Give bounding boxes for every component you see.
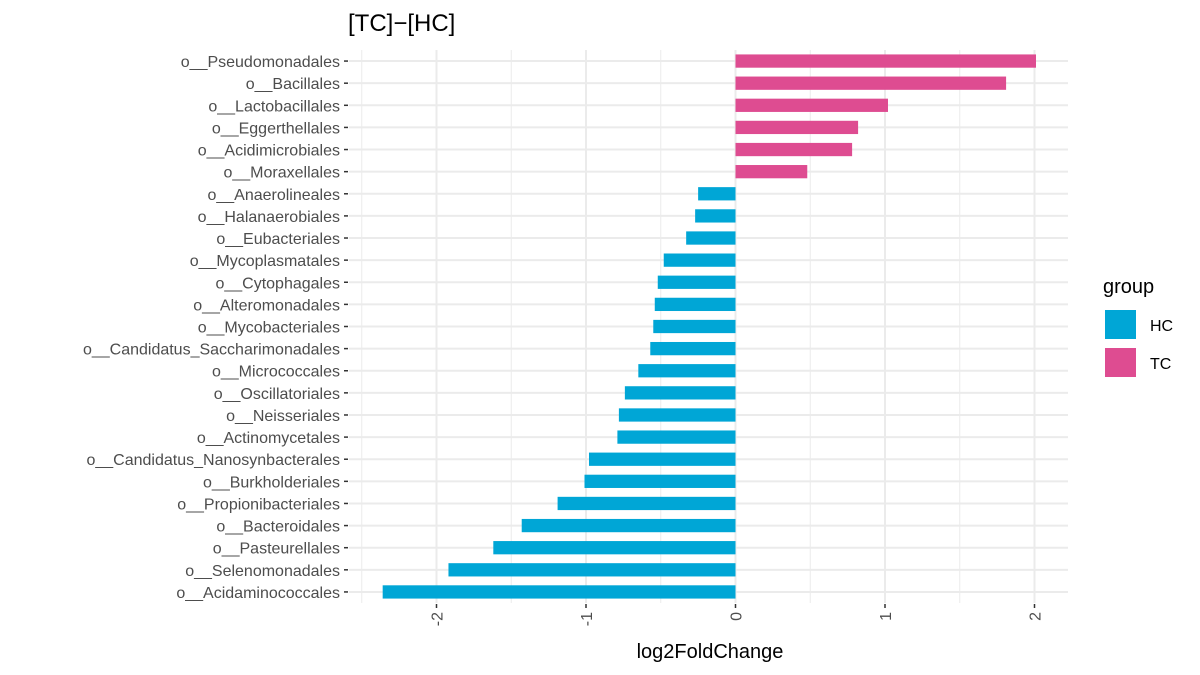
y-tick-label: o__Acidimicrobiales	[198, 143, 340, 160]
bar-o__Candidatus_Nanosynbacterales	[588, 452, 736, 466]
y-tick-label: o__Mycoplasmatales	[190, 253, 340, 270]
y-tick-label: o__Candidatus_Nanosynbacterales	[86, 452, 340, 469]
y-tick-label: o__Bacteroidales	[216, 519, 340, 536]
bar-o__Halanaerobiales	[695, 209, 736, 223]
bar-o__Bacillales	[735, 76, 1007, 90]
y-tick-label: o__Oscillatoriales	[214, 386, 340, 403]
y-tick-label: o__Selenomonadales	[185, 563, 340, 580]
bar-o__Mycobacteriales	[653, 319, 736, 334]
y-tick-label: o__Actinomycetales	[197, 430, 340, 447]
y-tick-label: o__Lactobacillales	[208, 98, 340, 115]
bar-o__Cytophagales	[657, 275, 736, 289]
bar-o__Moraxellales	[735, 165, 808, 179]
y-tick-label: o__Alteromonadales	[193, 297, 340, 314]
bar-o__Acidaminococcales	[382, 585, 736, 599]
legend-label: TC	[1150, 356, 1171, 373]
bar-o__Lactobacillales	[735, 98, 888, 112]
bar-o__Oscillatoriales	[624, 386, 736, 400]
legend-key-HC	[1105, 310, 1136, 339]
bar-o__Anaerolineales	[698, 187, 736, 201]
x-tick-label: 0	[729, 612, 746, 621]
y-tick-label: o__Acidaminococcales	[176, 585, 340, 602]
y-tick-label: o__Bacillales	[246, 76, 340, 93]
bar-o__Pasteurellales	[493, 541, 736, 555]
bar-o__Micrococcales	[638, 364, 736, 378]
bars	[382, 54, 1036, 599]
x-tick-label: 1	[878, 612, 895, 621]
y-tick-label: o__Pseudomonadales	[181, 54, 340, 71]
legend-label: HC	[1150, 318, 1173, 335]
bar-o__Eubacteriales	[686, 231, 736, 245]
bar-o__Propionibacteriales	[557, 496, 736, 511]
bar-o__Bacteroidales	[521, 518, 736, 533]
x-axis-title: log2FoldChange	[637, 641, 784, 663]
x-axis-ticks: -2 -1 0 1 2	[430, 604, 1045, 626]
bar-o__Eggerthellales	[735, 120, 859, 135]
bar-o__Actinomycetales	[617, 430, 736, 444]
bar-o__Burkholderiales	[584, 474, 736, 488]
y-tick-label: o__Micrococcales	[212, 364, 340, 381]
bar-o__Candidatus_Saccharimonadales	[650, 341, 736, 356]
y-tick-label: o__Halanaerobiales	[198, 209, 340, 226]
legend-title: group	[1103, 276, 1154, 298]
legend: group HC TC	[1103, 276, 1173, 377]
y-tick-label: o__Burkholderiales	[203, 474, 340, 491]
y-tick-label: o__Eggerthellales	[212, 120, 340, 137]
bar-o__Selenomonadales	[448, 563, 736, 577]
x-tick-label: 2	[1028, 612, 1045, 621]
y-axis-labels: o__Pseudomonadales o__Bacillales o__Lactob…	[83, 54, 348, 602]
chart-title: [TC]−[HC]	[348, 10, 455, 37]
y-tick-label: o__Propionibacteriales	[177, 496, 340, 513]
bar-o__Mycoplasmatales	[663, 253, 736, 267]
y-tick-label: o__Mycobacteriales	[198, 320, 340, 337]
y-tick-label: o__Cytophagales	[215, 275, 340, 292]
legend-key-TC	[1105, 348, 1136, 377]
legend-entries: HC TC	[1105, 310, 1173, 377]
x-tick-label: -1	[579, 612, 596, 626]
bar-o__Alteromonadales	[654, 297, 736, 312]
bar-o__Acidimicrobiales	[735, 142, 853, 157]
y-tick-label: o__Candidatus_Saccharimonadales	[83, 342, 340, 359]
bar-o__Pseudomonadales	[735, 54, 1036, 68]
y-tick-label: o__Anaerolineales	[207, 187, 340, 204]
y-tick-label: o__Moraxellales	[223, 165, 340, 182]
y-tick-label: o__Eubacteriales	[216, 231, 340, 248]
y-tick-label: o__Neisseriales	[226, 408, 340, 425]
bar-o__Neisseriales	[618, 408, 736, 422]
x-tick-label: -2	[430, 612, 447, 626]
y-tick-label: o__Pasteurellales	[213, 541, 340, 558]
